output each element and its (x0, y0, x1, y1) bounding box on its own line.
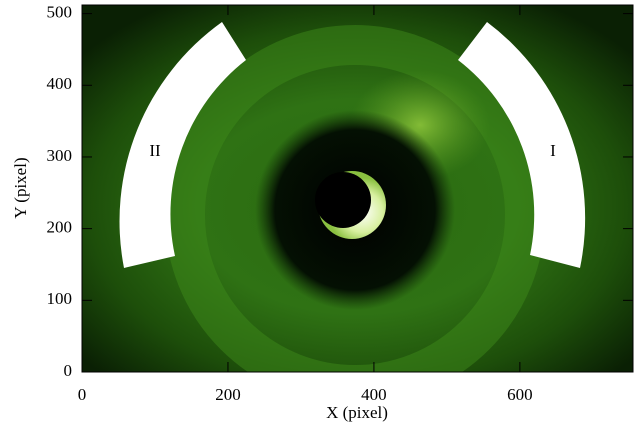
y-tick-label: 300 (47, 146, 73, 165)
x-tick-label: 0 (78, 385, 87, 404)
x-tick-label: 600 (507, 385, 533, 404)
y-tick-label: 500 (47, 3, 73, 22)
y-tick-label: 200 (47, 218, 73, 237)
y-tick-label: 0 (64, 361, 73, 380)
region-label: I (550, 141, 556, 160)
x-tick-label: 200 (215, 385, 241, 404)
region-label: II (149, 141, 161, 160)
x-axis-label: X (pixel) (326, 403, 388, 422)
y-axis-label: Y (pixel) (11, 157, 30, 218)
y-tick-label: 400 (47, 74, 73, 93)
y-tick-label: 100 (47, 289, 73, 308)
x-tick-label: 400 (361, 385, 387, 404)
chart: I II X (pixel) Y (pixel) 0 200 400 600 0 100 2… (0, 0, 635, 429)
